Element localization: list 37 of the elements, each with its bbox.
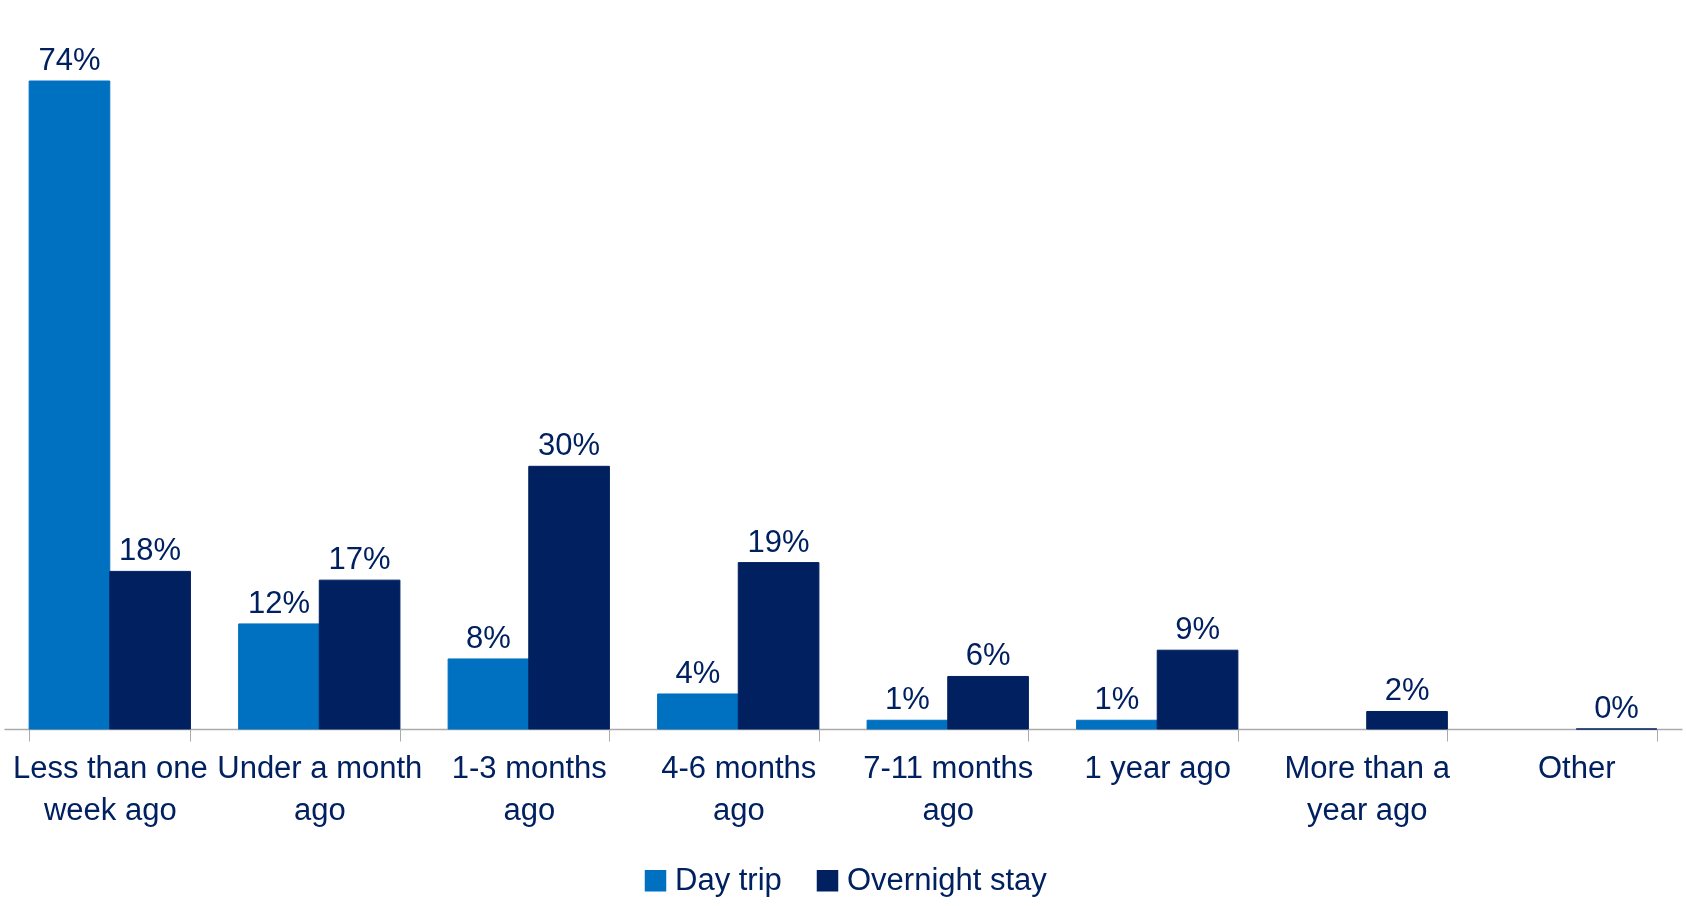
bar — [28, 80, 111, 730]
x-tick-label: Under a month ago — [217, 749, 423, 827]
data-label: 4% — [675, 654, 721, 690]
bar — [318, 579, 401, 730]
bar — [737, 562, 820, 730]
x-tick-label: 7-11 months ago — [863, 749, 1034, 827]
bar — [238, 623, 320, 730]
x-tick-label: Less than one week ago — [12, 749, 208, 827]
bar — [109, 570, 191, 730]
data-label: 30% — [538, 427, 601, 463]
data-label: 0% — [1594, 690, 1639, 725]
data-label: 18% — [119, 532, 182, 568]
data-label: 17% — [328, 541, 391, 577]
data-label: 19% — [747, 523, 810, 559]
data-label: 1% — [1094, 681, 1140, 717]
x-tick-label: 1-3 months ago — [451, 749, 607, 827]
data-label: 9% — [1175, 611, 1220, 647]
bar — [447, 658, 530, 730]
bar — [866, 719, 949, 730]
data-label: 74% — [38, 42, 101, 77]
data-label: 12% — [247, 584, 310, 620]
x-tick-label: More than a year ago — [1284, 749, 1451, 827]
x-tick-label: 4-6 months ago — [661, 749, 817, 827]
data-label: 8% — [466, 619, 511, 655]
x-tick-label: Other — [1537, 749, 1616, 785]
bar — [1366, 710, 1448, 730]
bar — [528, 465, 610, 730]
x-tick-label: 1 year ago — [1084, 749, 1231, 785]
legend-label: Day trip — [675, 861, 782, 897]
data-label: 6% — [965, 637, 1011, 673]
bar — [947, 675, 1029, 730]
bar — [1156, 649, 1239, 730]
data-label: 1% — [885, 681, 930, 717]
data-label: 2% — [1384, 672, 1430, 708]
bar — [657, 693, 739, 730]
bar — [1076, 719, 1158, 730]
legend-label: Overnight stay — [847, 861, 1048, 897]
